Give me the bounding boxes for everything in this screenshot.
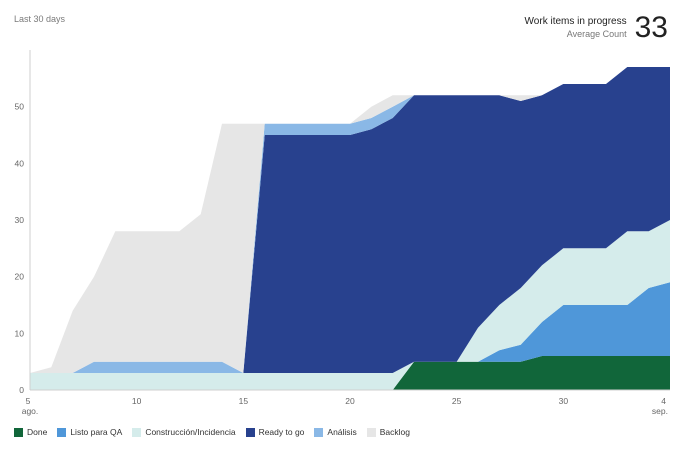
legend-label: Análisis xyxy=(327,427,357,437)
area-layer xyxy=(30,67,670,390)
y-tick-label-0: 0 xyxy=(19,385,24,395)
y-tick-label-4: 40 xyxy=(15,158,25,168)
x-tick-sublabel-0: ago. xyxy=(22,406,39,416)
legend-swatch xyxy=(314,427,324,437)
series-area-3 xyxy=(30,67,670,373)
kpi-title: Work items in progress xyxy=(524,16,627,27)
series-area-5 xyxy=(30,67,670,373)
legend-swatch xyxy=(245,427,255,437)
x-tick-label-1: 10 xyxy=(132,396,142,406)
y-tick-label-3: 30 xyxy=(15,215,25,225)
legend-swatch xyxy=(132,427,142,437)
legend-swatch xyxy=(14,427,23,437)
x-tick-label-6: 4 xyxy=(661,396,666,406)
x-tick-label-4: 25 xyxy=(452,396,462,406)
legend-swatch xyxy=(57,427,67,437)
x-tick-label-3: 20 xyxy=(345,396,355,406)
chart-legend: Done Listo para QA Construcción/Incidencia… xyxy=(14,427,410,437)
legend-item-2[interactable]: Construcción/Incidencia xyxy=(132,427,236,437)
x-tick-label-2: 15 xyxy=(239,396,249,406)
kpi-subtitle: Average Count xyxy=(566,29,627,39)
kpi-block: Work items in progress Average Count 33 xyxy=(525,12,668,44)
legend-item-0[interactable]: Done xyxy=(14,427,47,437)
x-tick-label-0: 5 xyxy=(26,396,31,406)
legend-item-5[interactable]: Backlog xyxy=(366,427,410,437)
y-tick-label-1: 10 xyxy=(15,328,25,338)
legend-swatch xyxy=(366,427,376,437)
legend-item-4[interactable]: Análisis xyxy=(314,427,357,437)
y-tick-label-2: 20 xyxy=(15,272,25,282)
date-range-label: Last 30 days xyxy=(14,14,66,24)
series-area-4 xyxy=(30,67,670,373)
x-tick-sublabel-6: sep. xyxy=(652,406,668,416)
legend-label: Construcción/Incidencia xyxy=(145,427,236,437)
legend-label: Ready to go xyxy=(258,427,305,437)
x-tick-label-5: 30 xyxy=(559,396,569,406)
legend-item-3[interactable]: Ready to go xyxy=(245,427,305,437)
series-area-2 xyxy=(30,220,670,390)
y-tick-label-5: 50 xyxy=(15,102,25,112)
legend-label: Listo para QA xyxy=(70,427,123,437)
series-area-0 xyxy=(30,356,670,390)
kpi-text: Work items in progress Average Count xyxy=(525,16,627,40)
legend-label: Backlog xyxy=(379,427,410,437)
kpi-value: 33 xyxy=(634,11,668,44)
legend-item-1[interactable]: Listo para QA xyxy=(57,427,122,437)
series-area-1 xyxy=(30,282,670,390)
legend-label: Done xyxy=(27,427,48,437)
